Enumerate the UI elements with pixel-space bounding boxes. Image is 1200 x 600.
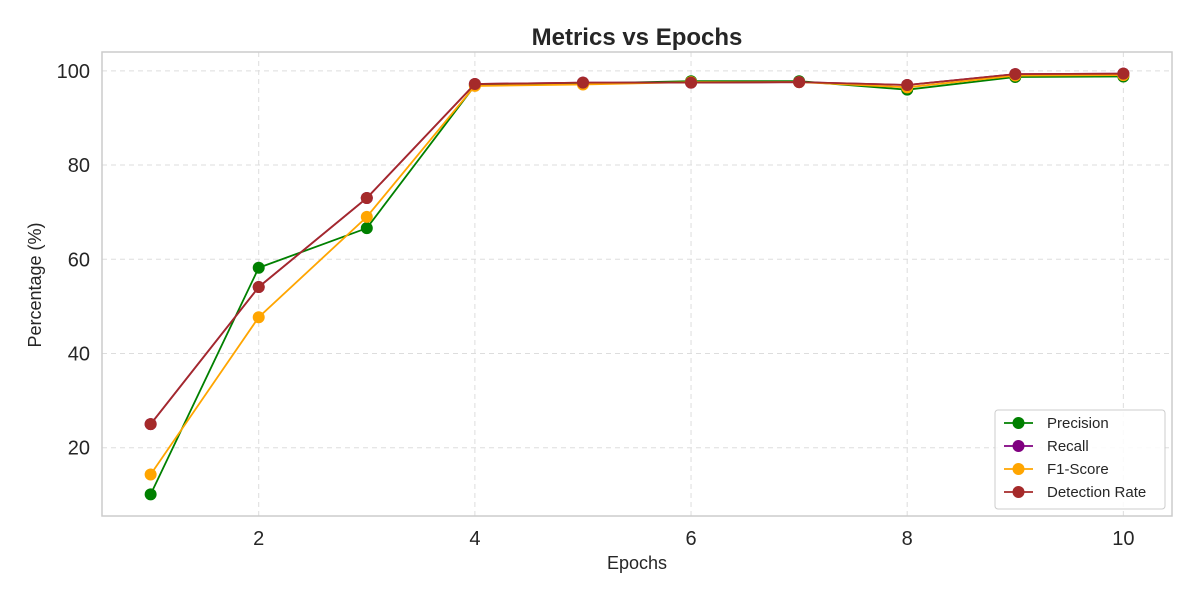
data-point-f1-score [360, 210, 373, 223]
y-tick-label: 60 [68, 249, 90, 271]
series-line-recall [149, 72, 1124, 425]
data-point-detection-rate [576, 76, 589, 89]
y-tick-label: 100 [57, 61, 90, 83]
legend: Precision Recall F1-Score Detection Rate [994, 409, 1166, 510]
series-detection-rate [144, 67, 1130, 431]
legend-label: F1-Score [1047, 461, 1109, 478]
data-point-detection-rate [468, 78, 481, 91]
data-point-detection-rate [901, 78, 914, 91]
legend-label: Detection Rate [1047, 484, 1146, 501]
chart-title: Metrics vs Epochs [532, 24, 743, 51]
legend-marker [1012, 417, 1025, 429]
x-tick-label: 2 [253, 528, 264, 550]
series-line-detection-rate [149, 72, 1124, 425]
y-axis-label: Percentage (%) [25, 222, 45, 347]
legend-marker [1012, 463, 1025, 475]
data-point-detection-rate [1117, 67, 1130, 80]
data-point-precision [360, 222, 373, 235]
data-point-detection-rate [252, 281, 265, 294]
series-line-precision [149, 75, 1124, 495]
tick-labels: 2 4 6 8 10 20 40 60 80 100 [57, 61, 1135, 550]
data-point-detection-rate [360, 192, 373, 205]
data-point-detection-rate [793, 76, 806, 89]
series-line-f1-score [149, 74, 1124, 476]
data-point-detection-rate [685, 76, 698, 89]
legend-marker [1012, 440, 1025, 452]
series-layer [144, 67, 1130, 501]
series-recall [144, 67, 1130, 431]
legend-label: Recall [1047, 438, 1089, 455]
data-point-detection-rate [1009, 68, 1022, 81]
data-point-precision [144, 488, 157, 501]
data-point-f1-score [252, 311, 265, 324]
legend-item-recall: Recall [1004, 438, 1089, 455]
legend-item-f1-score: F1-Score [1004, 461, 1109, 478]
legend-label: Precision [1047, 415, 1109, 432]
legend-item-precision: Precision [1004, 415, 1109, 432]
plot-frame [101, 51, 1173, 517]
legend-marker [1012, 486, 1025, 498]
data-point-precision [252, 261, 265, 274]
y-tick-label: 20 [68, 438, 90, 460]
series-f1-score [144, 69, 1130, 481]
x-axis-label: Epochs [607, 553, 667, 573]
grid [102, 52, 1172, 516]
x-tick-label: 6 [685, 528, 696, 550]
data-point-f1-score [144, 468, 157, 481]
legend-box [994, 409, 1166, 510]
data-point-detection-rate [144, 418, 157, 431]
legend-item-detection-rate: Detection Rate [1004, 484, 1146, 501]
y-tick-label: 80 [68, 155, 90, 177]
x-tick-label: 4 [469, 528, 480, 550]
x-tick-label: 8 [902, 528, 913, 550]
y-tick-label: 40 [68, 343, 90, 365]
x-tick-label: 10 [1112, 528, 1134, 550]
